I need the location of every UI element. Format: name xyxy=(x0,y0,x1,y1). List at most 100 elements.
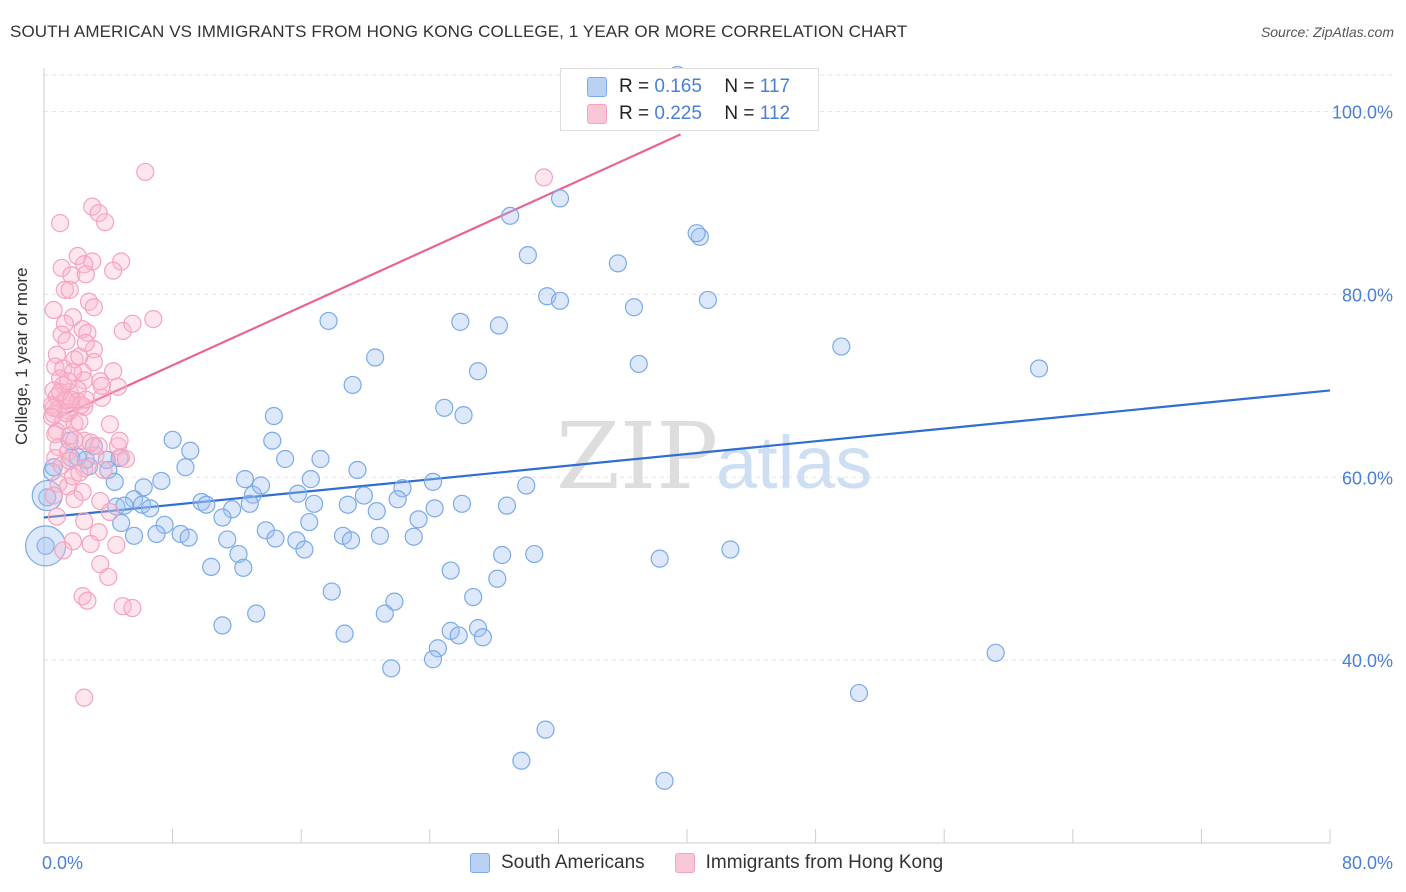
data-point xyxy=(517,476,536,495)
data-point xyxy=(454,406,473,425)
data-point xyxy=(497,496,517,515)
tick-labels: 40.0% 60.0% 80.0% 100.0% 0.0% 80.0% xyxy=(42,103,1393,873)
data-point xyxy=(105,472,124,491)
data-point xyxy=(140,499,160,518)
data-point xyxy=(849,683,869,703)
legend-r-label: R = xyxy=(619,76,650,97)
data-point xyxy=(687,224,706,243)
data-point xyxy=(65,430,84,449)
data-point xyxy=(50,214,70,233)
data-point xyxy=(229,544,248,564)
data-point xyxy=(46,448,65,468)
data-point xyxy=(108,377,128,396)
data-point xyxy=(95,213,115,232)
data-point xyxy=(288,484,308,503)
data-point xyxy=(608,254,627,273)
data-point xyxy=(44,405,63,424)
data-point xyxy=(60,280,79,299)
data-point xyxy=(65,490,84,509)
data-point xyxy=(550,189,570,208)
data-point xyxy=(341,531,361,550)
data-point xyxy=(107,535,126,555)
y-tick-label: 80.0% xyxy=(1342,285,1393,305)
data-point xyxy=(435,398,454,417)
data-point xyxy=(91,555,110,574)
data-point xyxy=(55,280,74,299)
data-point xyxy=(550,291,570,310)
data-point xyxy=(113,321,132,341)
data-point xyxy=(213,616,232,635)
data-point xyxy=(348,460,367,480)
data-point xyxy=(38,488,57,507)
data-point xyxy=(104,261,123,280)
bottom-legend: South Americans Immigrants from Hong Kon… xyxy=(470,852,973,874)
data-point xyxy=(94,460,113,480)
legend-row-south-americans: R = 0.165 N = 117 xyxy=(587,75,790,99)
data-point xyxy=(75,688,94,707)
data-point xyxy=(441,561,460,580)
y-tick-label: 100.0% xyxy=(1332,103,1393,123)
legend-r-value: 0.165 xyxy=(654,76,702,97)
data-point xyxy=(76,333,95,352)
data-point xyxy=(71,395,91,415)
data-point xyxy=(322,582,341,601)
data-point xyxy=(52,258,71,278)
data-point xyxy=(370,526,390,545)
data-point xyxy=(100,502,120,522)
data-point xyxy=(300,512,319,532)
data-point xyxy=(44,398,63,417)
data-point xyxy=(63,363,83,382)
data-point xyxy=(423,650,443,669)
data-point xyxy=(234,558,253,577)
data-point xyxy=(404,527,423,546)
data-point xyxy=(62,390,81,409)
data-point xyxy=(60,451,79,470)
data-point xyxy=(473,628,492,647)
data-point xyxy=(147,524,166,544)
data-point xyxy=(54,541,73,560)
data-point xyxy=(46,425,65,444)
data-point xyxy=(36,536,55,555)
data-point xyxy=(409,510,428,529)
y-tick-label: 40.0% xyxy=(1342,651,1393,671)
series-hong-kong xyxy=(42,162,554,707)
data-point xyxy=(44,486,63,505)
data-point xyxy=(163,430,182,449)
data-point xyxy=(650,549,669,568)
trend-line xyxy=(43,389,1331,519)
data-point xyxy=(624,298,644,317)
data-point xyxy=(489,316,509,335)
bottom-legend-swatch-blue xyxy=(470,853,490,873)
data-point xyxy=(468,362,488,381)
data-point xyxy=(425,499,444,518)
correlation-legend: R = 0.165 N = 117 R = 0.225 N = 112 xyxy=(560,68,819,131)
legend-n-label: N = xyxy=(724,103,755,124)
data-point xyxy=(986,643,1005,662)
data-point xyxy=(110,431,129,450)
data-point xyxy=(304,494,324,513)
data-point xyxy=(464,587,483,607)
data-point xyxy=(235,470,255,489)
data-point xyxy=(123,598,142,618)
data-point xyxy=(42,407,62,427)
data-point xyxy=(698,290,717,310)
data-point xyxy=(375,604,394,623)
data-point xyxy=(59,372,78,391)
data-point xyxy=(311,449,330,469)
source-label: Source: ZipAtlas.com xyxy=(1260,24,1394,40)
data-point xyxy=(181,441,200,460)
data-point xyxy=(76,265,95,284)
axes xyxy=(43,68,1331,844)
data-point xyxy=(81,433,100,452)
data-point xyxy=(266,529,285,548)
legend-n-label: N = xyxy=(724,76,755,97)
data-point xyxy=(47,507,66,526)
data-point xyxy=(84,298,103,317)
data-point xyxy=(136,162,155,182)
data-point xyxy=(488,569,507,588)
data-point xyxy=(493,545,512,565)
data-point xyxy=(335,624,354,643)
data-point xyxy=(112,513,131,533)
